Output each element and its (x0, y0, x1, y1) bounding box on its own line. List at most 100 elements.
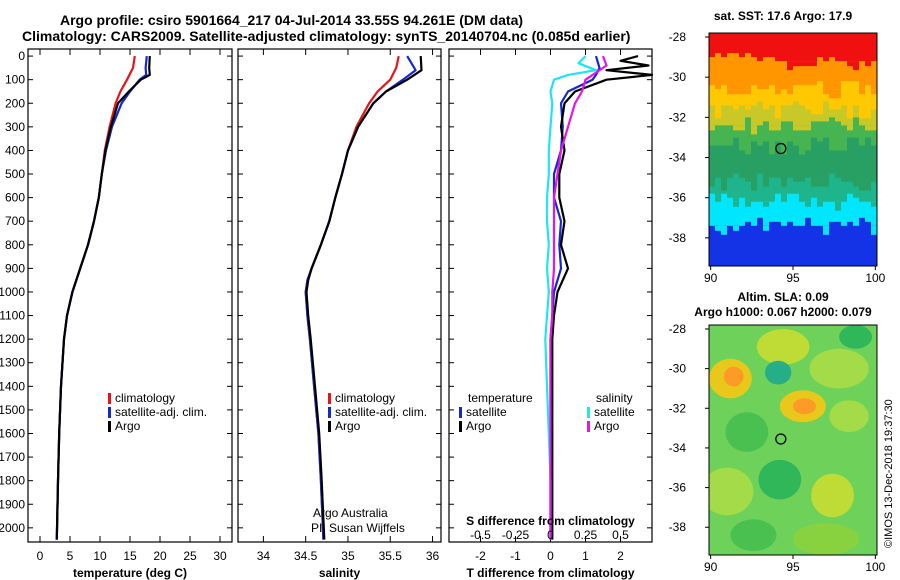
legend-swatch (108, 407, 111, 418)
sst-pixel (721, 193, 727, 203)
legend-label: satellite (466, 405, 507, 419)
profile-panel-3: -2 -1 0 1 2 T difference from climatology temp… (448, 48, 654, 580)
sst-pixel (811, 181, 817, 187)
sla-patch (793, 523, 859, 555)
sst-pixel (847, 81, 853, 91)
sst-pixel (865, 125, 871, 131)
sst-pixel (799, 85, 805, 91)
sst-pixel (859, 181, 865, 191)
lat-tick-label: -34 (669, 441, 687, 455)
x-tick-label: 10 (93, 549, 107, 563)
sst-pixel (787, 105, 793, 111)
sst-pixel (739, 177, 745, 183)
lat-tick-label: -28 (669, 322, 687, 336)
lon-tick-label: 100 (865, 560, 885, 574)
sla-patch (723, 366, 744, 387)
legend-swatch (328, 421, 331, 432)
series-line-satellite-adj-clim- (304, 55, 417, 540)
sst-pixel (853, 197, 859, 203)
x-tick-label: 5 (67, 549, 74, 563)
legend-swatch (587, 407, 590, 418)
sst-pixel (745, 89, 751, 95)
sst-pixel (799, 105, 805, 111)
x-tick-label: 15 (123, 549, 137, 563)
sst-pixel (751, 57, 757, 63)
sla-patch (725, 412, 769, 452)
depth-tick-label: 900 (5, 261, 25, 275)
sst-pixel (799, 125, 805, 131)
sla-patch (809, 348, 869, 389)
depth-tick-label: 500 (5, 167, 25, 181)
depth-tick-label: 1500 (0, 403, 25, 417)
sst-pixel (841, 81, 847, 91)
sst-pixel (781, 145, 787, 155)
sst-pixel (727, 105, 733, 111)
sst-pixel (835, 89, 841, 99)
x-tick-label: 2 (617, 549, 624, 563)
depth-tick-label: 1200 (0, 332, 25, 346)
depth-tick-label: 400 (5, 143, 25, 157)
sst-pixel (805, 125, 811, 131)
x-tick-label: 36 (426, 549, 440, 563)
sst-pixel (817, 81, 823, 91)
x-tick-label: 30 (213, 549, 227, 563)
sst-pixel (757, 101, 763, 111)
x-tick-label: 34 (257, 549, 271, 563)
series-line-temperature-argo (551, 55, 654, 540)
sst-pixel (871, 89, 877, 95)
legend-label: climatology (335, 391, 395, 405)
sst-pixel (769, 57, 775, 63)
sst-pixel (709, 105, 715, 111)
sst-pixel (823, 225, 829, 235)
sst-pixel (865, 61, 871, 67)
sst-pixel (745, 53, 751, 63)
sla-patch (758, 459, 802, 500)
sst-pixel (727, 53, 733, 63)
map-panel-1: -28 -30 -32 -34 -36 -38 90 95 100 sat. SST: 17.6 … (669, 9, 886, 285)
legend-swatch (108, 393, 111, 404)
sst-pixel (853, 137, 859, 147)
sst-pixel (859, 217, 865, 227)
sst-pixel (817, 181, 823, 187)
sst-pixel (841, 145, 847, 151)
sst-pixel (763, 181, 769, 187)
sst-pixel (805, 85, 811, 91)
sst-pixel (823, 89, 829, 95)
credit-line-1: Argo Australia (313, 506, 388, 520)
depth-tick-label: 1400 (0, 379, 25, 393)
sst-pixel (793, 125, 799, 131)
sst-pixel (739, 57, 745, 63)
sst-pixel (733, 125, 739, 131)
sst-pixel (835, 201, 841, 211)
sst-pixel (763, 141, 769, 147)
sst-pixel (709, 57, 715, 63)
sst-pixel (853, 117, 859, 127)
sst-pixel (799, 61, 805, 67)
series-line-climatology (55, 55, 136, 540)
sst-pixel (811, 109, 817, 115)
sst-pixel (865, 85, 871, 91)
sst-pixel (721, 225, 727, 235)
x-axis-label: T difference from climatology (466, 566, 634, 580)
sst-pixel (769, 85, 775, 91)
lat-tick-label: -32 (669, 401, 687, 415)
sst-pixel (763, 201, 769, 207)
series-line-argo (55, 56, 151, 540)
series-line-salinity-satellite (544, 55, 598, 540)
secondary-x-tick-label: -0.5 (470, 528, 491, 542)
sst-pixel (805, 217, 811, 227)
sst-pixel (739, 105, 745, 111)
sst-pixel (721, 57, 727, 63)
sst-pixel (811, 61, 817, 67)
sst-pixel (805, 61, 811, 67)
lat-tick-label: -32 (669, 110, 687, 124)
sst-pixel (829, 173, 835, 183)
x-tick-label: 20 (153, 549, 167, 563)
depth-tick-label: 700 (5, 214, 25, 228)
depth-tick-label: 200 (5, 96, 25, 110)
depth-tick-label: 1100 (0, 309, 25, 323)
sst-pixel (805, 177, 811, 183)
sst-pixel (871, 201, 877, 207)
lat-tick-label: -38 (669, 231, 687, 245)
depth-tick-label: 1000 (0, 285, 25, 299)
